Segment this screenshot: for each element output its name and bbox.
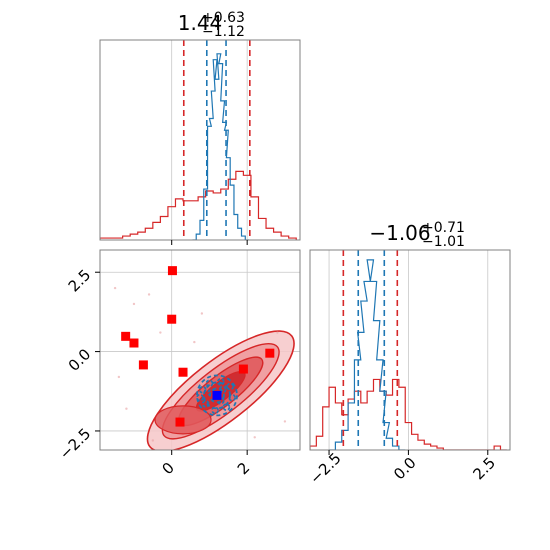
blue-sample-point xyxy=(226,382,234,391)
histogram-p2-red-series xyxy=(310,378,507,450)
scatter-y-tick-label: −2.5 xyxy=(56,425,94,463)
scatter-frame xyxy=(99,249,301,451)
histogram-p2-frame xyxy=(309,249,511,451)
histogram-p1-frame xyxy=(99,39,301,241)
blue-sample-point xyxy=(216,396,225,405)
background-sample-point xyxy=(193,340,196,344)
title-p2-main: −1.06 xyxy=(369,221,430,245)
title-p1-sup: +0.63 xyxy=(202,10,245,26)
title-p1-main: 1.44 xyxy=(178,11,223,35)
background-sample-point xyxy=(125,407,128,410)
background-sample-point xyxy=(159,331,162,334)
background-sample-point xyxy=(132,302,136,306)
red-square-marker xyxy=(129,338,139,348)
histogram-p2-blue-series xyxy=(329,259,406,450)
red-square-marker xyxy=(265,348,275,358)
blue-square-marker xyxy=(212,390,222,400)
red-square-marker xyxy=(178,367,188,377)
blue-sample-point xyxy=(201,400,210,408)
red-square-marker xyxy=(121,331,131,341)
red-square-marker xyxy=(138,360,148,370)
blue-sample-point xyxy=(222,403,231,411)
histogram-p1-red-series xyxy=(100,170,297,240)
scatter-y-tick-label: 0.0 xyxy=(65,345,95,375)
background-sample-point xyxy=(147,293,151,296)
background-sample-point xyxy=(117,375,121,379)
background-sample-point xyxy=(200,312,204,315)
histogram-p1-panel xyxy=(99,39,301,245)
blue-contour-ring-3 xyxy=(209,387,225,404)
blue-sample-point xyxy=(218,385,227,394)
red-square-marker xyxy=(175,417,185,427)
histogram-p1-blue-series xyxy=(192,53,250,240)
blue-sample-point xyxy=(211,406,219,415)
histogram-p2-x-tick-label: 0.0 xyxy=(390,454,420,484)
red-square-marker xyxy=(238,364,248,374)
blue-contour-ring-2 xyxy=(203,381,231,410)
scatter-x-tick-label: 2 xyxy=(234,459,253,478)
background-sample-point xyxy=(113,286,117,290)
scatter-x-tick-label: 0 xyxy=(158,459,177,478)
background-sample-point xyxy=(253,436,256,439)
background-sample-point xyxy=(283,420,287,423)
blue-sample-point xyxy=(228,393,236,402)
blue-contour-ring-1 xyxy=(196,374,238,417)
red-square-marker xyxy=(167,266,177,276)
histogram-p2-panel: −2.5 0.0 2.5 xyxy=(306,249,511,488)
title-p2-sup: +0.71 xyxy=(422,220,465,236)
blue-sample-point xyxy=(198,385,207,394)
scatter-y-tick-label: 2.5 xyxy=(65,266,95,296)
histogram-p2-grid xyxy=(328,250,489,450)
title-p1: 1.44 xyxy=(178,11,223,35)
background-sample-point xyxy=(151,439,155,442)
title-p2: −1.06 xyxy=(369,221,430,245)
scatter-panel: 0 2 −2.5 0.0 2.5 xyxy=(56,249,301,478)
histogram-p2-x-tick-label: −2.5 xyxy=(306,449,344,487)
blue-sample-point xyxy=(216,377,225,386)
background-sample-point xyxy=(276,331,279,334)
red-square-marker xyxy=(167,314,177,324)
title-p2-sub: −1.01 xyxy=(422,234,465,250)
title-p1-sub: −1.12 xyxy=(202,24,245,40)
histogram-p2-x-tick-label: 2.5 xyxy=(469,454,499,484)
blue-sample-point xyxy=(196,393,204,402)
